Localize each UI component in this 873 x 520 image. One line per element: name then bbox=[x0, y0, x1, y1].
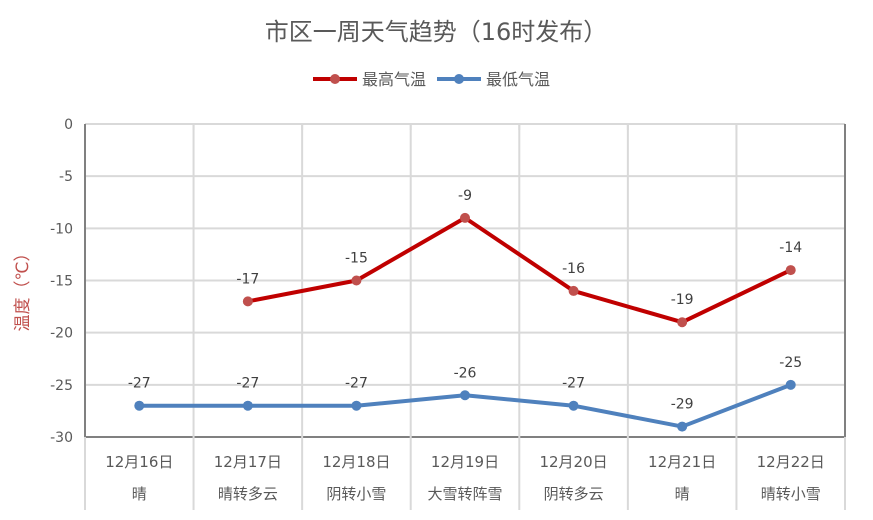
weather-label: 晴转小雪 bbox=[761, 485, 821, 503]
data-label: -27 bbox=[562, 376, 585, 392]
data-point bbox=[242, 296, 253, 307]
data-label: -17 bbox=[236, 271, 259, 287]
data-point bbox=[460, 390, 470, 401]
x-tick-label: 12月21日 bbox=[648, 453, 716, 471]
y-tick-label: 0 bbox=[64, 117, 73, 133]
weather-label: 阴转多云 bbox=[544, 485, 604, 503]
weather-label: 晴 bbox=[675, 485, 690, 503]
y-tick-label: -20 bbox=[50, 326, 73, 342]
data-label: -15 bbox=[345, 251, 368, 267]
x-tick-label: 12月20日 bbox=[539, 453, 607, 471]
data-label: -16 bbox=[562, 261, 585, 277]
y-tick-label: -5 bbox=[59, 169, 73, 185]
data-label: -26 bbox=[454, 365, 477, 381]
x-tick-label: 12月17日 bbox=[214, 453, 282, 471]
weather-label: 阴转小雪 bbox=[326, 485, 386, 503]
y-tick-label: -10 bbox=[50, 221, 73, 237]
data-point bbox=[785, 265, 796, 276]
legend: 最高气温 最低气温 bbox=[313, 70, 550, 89]
legend-marker bbox=[330, 74, 340, 84]
x-tick-label: 12月18日 bbox=[322, 453, 390, 471]
data-point bbox=[785, 379, 796, 390]
legend-marker bbox=[454, 74, 464, 84]
y-axis-label: 温度（℃） bbox=[13, 244, 33, 331]
legend-label: 最高气温 bbox=[362, 70, 426, 89]
data-point bbox=[351, 400, 362, 411]
weather-label: 晴 bbox=[132, 485, 147, 503]
weather-label: 晴转多云 bbox=[218, 485, 278, 503]
data-label: -27 bbox=[345, 376, 368, 392]
series-line bbox=[247, 215, 792, 325]
data-point bbox=[351, 275, 362, 286]
y-tick-label: -25 bbox=[50, 378, 73, 394]
series-marks: -17 -15 -9 -16 -19 -14 -27 -27 -27 -26 -27 -29 -25 bbox=[128, 188, 802, 432]
y-tick-label: -30 bbox=[50, 430, 73, 446]
data-point bbox=[134, 400, 145, 411]
data-point bbox=[568, 285, 579, 296]
data-label: -27 bbox=[236, 376, 259, 392]
weather-label: 大雪转阵雪 bbox=[427, 485, 502, 503]
data-point bbox=[677, 317, 688, 328]
data-label: -9 bbox=[458, 188, 472, 204]
data-label: -27 bbox=[128, 376, 151, 392]
data-point bbox=[568, 400, 579, 411]
legend-label: 最低气温 bbox=[486, 70, 550, 89]
y-tick-label: -15 bbox=[50, 274, 73, 290]
data-label: -25 bbox=[779, 355, 802, 371]
data-label: -14 bbox=[779, 240, 802, 256]
data-point bbox=[242, 400, 253, 411]
x-tick-label: 12月22日 bbox=[757, 453, 825, 471]
chart-title: 市区一周天气趋势（16时发布） bbox=[265, 18, 608, 46]
data-label: -19 bbox=[671, 292, 694, 308]
data-point bbox=[677, 421, 688, 432]
x-tick-label: 12月19日 bbox=[431, 453, 499, 471]
data-label: -29 bbox=[671, 397, 694, 413]
grid: 0-5-10-15-20-25-3012月16日晴12月17日晴转多云12月18… bbox=[50, 117, 846, 510]
data-point bbox=[460, 212, 470, 223]
x-tick-label: 12月16日 bbox=[105, 453, 173, 471]
